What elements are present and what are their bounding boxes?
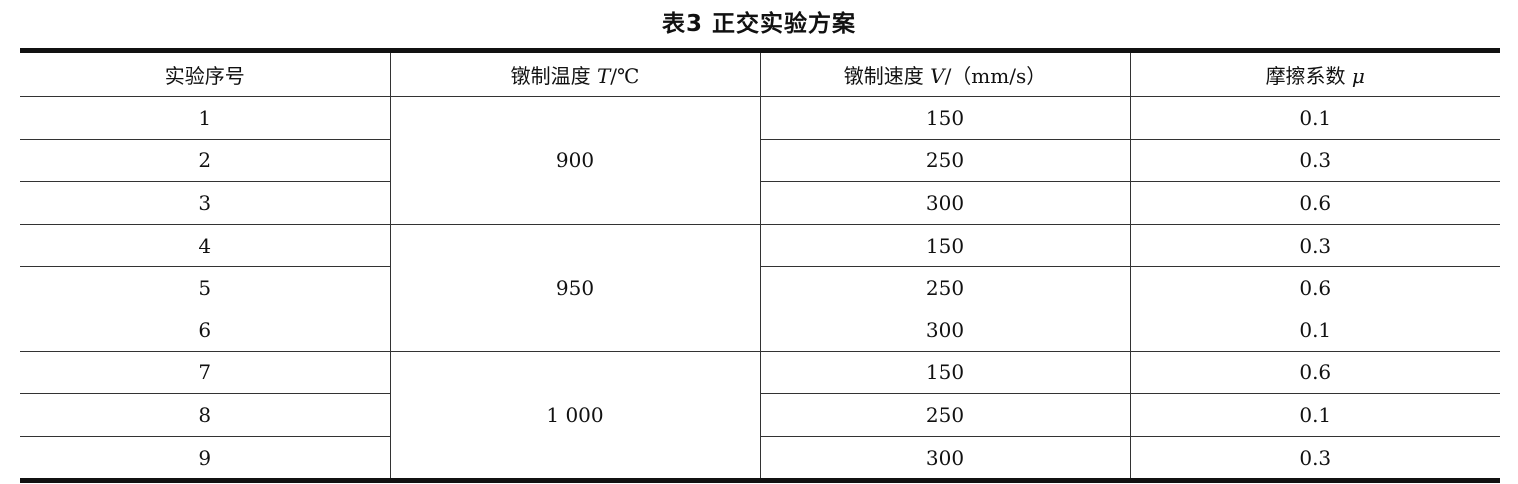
cell-speed: 250 [759, 139, 1130, 183]
cell-speed: 150 [759, 224, 1130, 268]
cell-friction: 0.6 [1129, 266, 1500, 309]
table-row: 1 900 150 0.1 [20, 96, 1500, 225]
header-var: T [596, 64, 611, 88]
cell-id: 6 [20, 308, 390, 352]
cell-friction: 0.1 [1129, 393, 1500, 437]
cell-id: 4 [20, 224, 390, 268]
header-temperature: 镦制温度 T/℃ [389, 50, 760, 97]
cell-id: 9 [20, 436, 390, 482]
orthogonal-experiment-table: 实验序号 镦制温度 T/℃ 镦制速度 V/（mm/s） 摩擦系数 μ 1 900… [20, 48, 1500, 484]
header-unit: /（mm/s） [944, 64, 1047, 88]
table-row: 7 1 000 150 0.6 [20, 351, 1500, 482]
cell-friction: 0.3 [1129, 139, 1500, 183]
cell-temperature: 950 [389, 224, 760, 352]
table-title: 表3 正交实验方案 [661, 11, 856, 37]
table-row: 3 300 0.6 [20, 181, 1500, 225]
cell-id: 1 [20, 96, 390, 140]
table-row: 5 250 0.6 [20, 266, 1500, 309]
cell-friction: 0.1 [1129, 96, 1500, 140]
cell-speed: 300 [759, 436, 1130, 482]
cell-speed: 300 [759, 181, 1130, 225]
table-row: 8 250 0.1 [20, 393, 1500, 437]
header-row: 实验序号 镦制温度 T/℃ 镦制速度 V/（mm/s） 摩擦系数 μ [20, 50, 1500, 97]
cell-speed: 250 [759, 393, 1130, 437]
header-label: 摩擦系数 [1265, 64, 1352, 88]
cell-temperature: 1 000 [389, 351, 760, 482]
table-row: 9 300 0.3 [20, 436, 1500, 482]
header-label: 镦制温度 [510, 64, 597, 88]
header-unit: /℃ [610, 64, 640, 88]
cell-speed: 300 [759, 308, 1130, 352]
cell-friction: 0.6 [1129, 351, 1500, 395]
header-friction: 摩擦系数 μ [1129, 50, 1500, 97]
header-var: μ [1351, 64, 1365, 88]
cell-temperature: 900 [389, 96, 760, 225]
cell-id: 3 [20, 181, 390, 225]
cell-speed: 150 [759, 351, 1130, 395]
cell-id: 7 [20, 351, 390, 395]
cell-friction: 0.1 [1129, 308, 1500, 352]
table-row: 4 950 150 0.3 [20, 224, 1500, 352]
cell-friction: 0.3 [1129, 224, 1500, 268]
cell-id: 5 [198, 276, 212, 301]
table-row: 6 300 0.1 [20, 308, 1500, 352]
cell-friction: 0.3 [1129, 436, 1500, 482]
cell-speed: 150 [759, 96, 1130, 140]
cell-friction: 0.6 [1129, 181, 1500, 225]
table-row: 2 250 0.3 [20, 139, 1500, 183]
cell-speed: 250 [759, 266, 1130, 309]
header-id: 实验序号 [20, 50, 390, 97]
header-speed: 镦制速度 V/（mm/s） [759, 50, 1130, 97]
cell-id: 2 [20, 139, 390, 183]
header-var: V [930, 64, 945, 88]
cell-id: 8 [20, 393, 390, 437]
header-label: 镦制速度 [843, 64, 931, 88]
